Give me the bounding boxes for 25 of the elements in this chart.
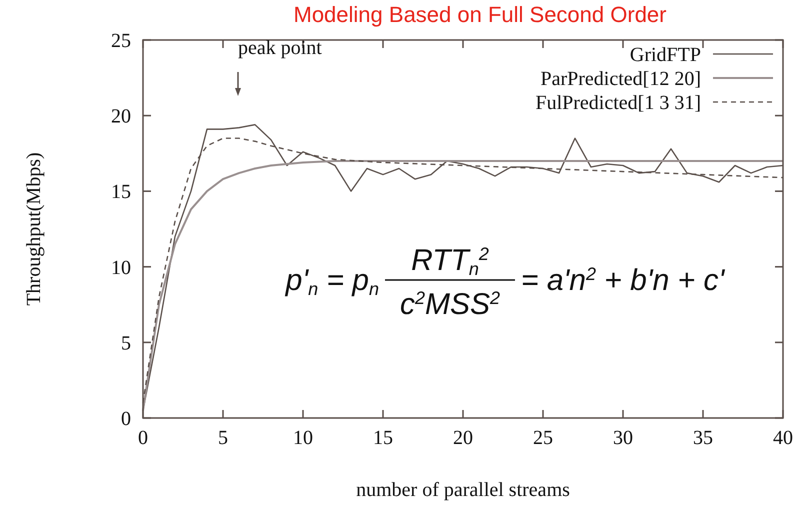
- x-tick-label: 0: [138, 427, 148, 449]
- x-axis-title: number of parallel streams: [356, 479, 570, 501]
- legend-label: ParPredicted[12 20]: [540, 68, 701, 90]
- x-tick-label: 15: [373, 427, 393, 449]
- x-tick-label: 30: [613, 427, 633, 449]
- x-tick-label: 40: [773, 427, 793, 449]
- x-tick-label: 10: [293, 427, 313, 449]
- chart-title: Modeling Based on Full Second Order: [294, 2, 666, 27]
- y-tick-label: 5: [121, 332, 131, 354]
- x-tick-label: 5: [218, 427, 228, 449]
- legend-label: FulPredicted[1 3 31]: [535, 92, 701, 114]
- x-tick-label: 25: [533, 427, 553, 449]
- annotation: p'$_{n}$ = p$_{n}$: [284, 264, 379, 300]
- y-tick-label: 20: [111, 106, 131, 128]
- annotation: peak point: [238, 37, 322, 59]
- x-tick-label: 35: [693, 427, 713, 449]
- legend-label: GridFTP: [630, 44, 701, 66]
- y-tick-label: 25: [111, 30, 131, 52]
- y-tick-label: 10: [111, 256, 131, 279]
- y-axis-title: Throughput(Mbps): [23, 152, 45, 306]
- annotation: = a'n$^{2}$ + b'n + c': [521, 264, 726, 297]
- x-tick-label: 20: [453, 427, 473, 449]
- y-tick-label: 0: [121, 408, 131, 430]
- annotation: c$^{2}$MSS$^{2}$: [400, 288, 500, 321]
- y-tick-label: 15: [111, 181, 131, 204]
